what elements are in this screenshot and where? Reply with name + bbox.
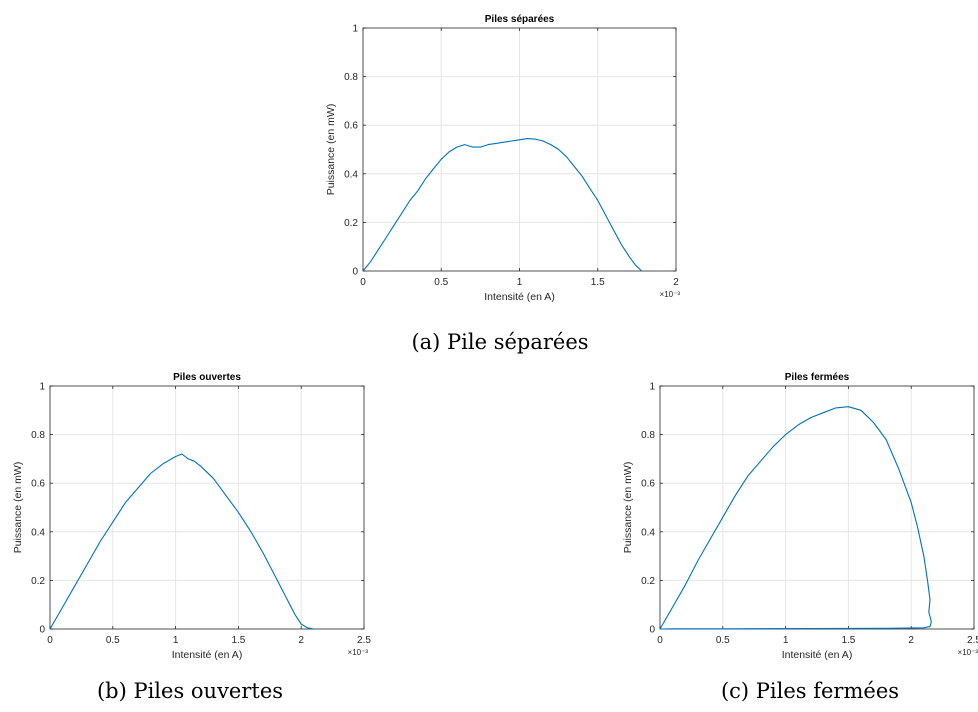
y-tick-label: 0: [649, 625, 655, 636]
series-line: [659, 406, 932, 630]
x-tick-label: 2.5: [357, 635, 371, 646]
x-tick-label: 1.5: [841, 635, 855, 646]
y-axis-label: Puissance (en mW): [622, 462, 634, 554]
y-tick-label: 0.2: [641, 576, 655, 587]
x-tick-label: 1.5: [231, 635, 245, 646]
x-multiplier-label: ×10⁻³: [348, 648, 369, 657]
x-tick-label: 0.5: [434, 277, 448, 288]
x-tick-label: 2: [298, 635, 304, 646]
y-tick-label: 0.2: [31, 576, 45, 587]
figure-b: 0 0.5 1 1.5 2 2.5 0 0.2 0.4 0.6 0.8 1 Piles ouvertes…: [0, 366, 385, 666]
y-axis-label: Puissance (en mW): [325, 104, 337, 196]
x-tick-label: 0: [360, 277, 366, 288]
chart-title: Piles fermées: [785, 372, 850, 383]
plot-area: [50, 386, 364, 629]
axes-frame: [49, 385, 365, 630]
y-tick-label: 1: [649, 382, 655, 393]
chart-title: Piles ouvertes: [173, 372, 241, 383]
chart-piles-ouvertes: 0 0.5 1 1.5 2 2.5 0 0.2 0.4 0.6 0.8 1 Piles ouvertes…: [12, 372, 371, 661]
x-tick-label: 1: [783, 635, 789, 646]
x-multiplier-label: ×10⁻³: [958, 648, 978, 657]
x-tick-label: 2: [673, 277, 679, 288]
y-tick-label: 1: [39, 382, 45, 393]
y-tick-label: 0.6: [344, 121, 358, 132]
caption-b: (b) Piles ouvertes: [96, 679, 284, 703]
y-tick-label: 0.6: [31, 479, 45, 490]
x-tick-label: 1: [173, 635, 179, 646]
series-line: [49, 453, 314, 630]
figure-c: 0 0.5 1 1.5 2 2.5 0 0.2 0.4 0.6 0.8 1 Piles fermées I…: [608, 366, 978, 666]
series-line: [362, 138, 642, 272]
chart-piles-fermees: 0 0.5 1 1.5 2 2.5 0 0.2 0.4 0.6 0.8 1 Piles fermées I…: [622, 372, 978, 661]
y-axis-label: Puissance (en mW): [12, 462, 24, 554]
caption-a: (a) Pile séparées: [411, 330, 589, 354]
chart-piles-separees: 0 0.5 1 1.5 2 0 0.2 0.4 0.6 0.8 1 Piles séparées Int…: [325, 14, 681, 303]
caption-c: (c) Piles fermées: [720, 679, 900, 703]
y-tick-label: 0.2: [344, 218, 358, 229]
x-axis-label: Intensité (en A): [484, 291, 555, 303]
x-tick-label: 0: [47, 635, 53, 646]
y-tick-label: 0: [352, 267, 358, 278]
y-tick-label: 0.4: [31, 527, 45, 538]
x-tick-label: 2.5: [967, 635, 978, 646]
y-tick-label: 0.8: [31, 430, 45, 441]
x-tick-label: 0.5: [716, 635, 730, 646]
x-multiplier-label: ×10⁻³: [660, 290, 681, 299]
x-axis-label: Intensité (en A): [172, 649, 243, 661]
y-tick-label: 0.4: [641, 527, 655, 538]
y-tick-label: 1: [352, 24, 358, 35]
y-tick-label: 0.8: [344, 72, 358, 83]
x-tick-label: 1.5: [591, 277, 605, 288]
y-tick-label: 0.8: [641, 430, 655, 441]
x-axis-label: Intensité (en A): [782, 649, 853, 661]
x-tick-label: 0.5: [106, 635, 120, 646]
x-tick-label: 0: [657, 635, 663, 646]
plot-area: [660, 386, 974, 629]
y-tick-label: 0.6: [641, 479, 655, 490]
x-tick-label: 1: [517, 277, 523, 288]
figure-a: 0 0.5 1 1.5 2 0 0.2 0.4 0.6 0.8 1 Piles séparées Int…: [300, 0, 700, 320]
y-tick-label: 0: [39, 625, 45, 636]
chart-title: Piles séparées: [485, 14, 555, 25]
y-tick-label: 0.4: [344, 169, 358, 180]
x-tick-label: 2: [908, 635, 914, 646]
